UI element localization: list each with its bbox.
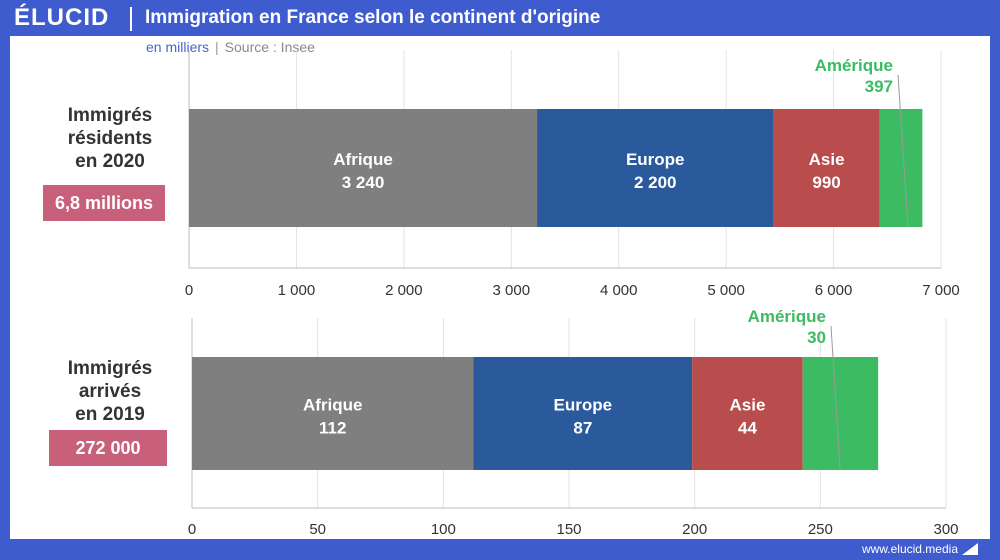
- bar-value-label: 44: [738, 419, 757, 438]
- bar-category-label: Europe: [554, 396, 613, 415]
- bar-segment-afrique: [189, 109, 538, 227]
- total-badge-residents: 6,8 millions: [43, 185, 165, 221]
- x-tick-label: 50: [309, 521, 326, 538]
- x-tick-label: 7 000: [922, 282, 960, 299]
- annotation-leader-line: [830, 325, 841, 471]
- bar-value-label: 30: [807, 328, 826, 347]
- bar-segment-europe: [537, 109, 774, 227]
- subtitle-separator: |: [215, 39, 219, 55]
- footer-url-link[interactable]: www.elucid.media: [861, 542, 958, 556]
- bar-value-label: 990: [812, 173, 840, 192]
- bar-category-label: Europe: [626, 150, 685, 169]
- bar-value-label: 2 200: [634, 173, 677, 192]
- x-tick-label: 5 000: [707, 282, 745, 299]
- brand-mark-icon: [962, 543, 978, 555]
- x-tick-label: 4 000: [600, 282, 638, 299]
- x-tick-label: 300: [933, 521, 958, 538]
- chart-subtitle: en milliers | Source : Insee: [146, 39, 315, 55]
- bar-segment-europe: [473, 357, 693, 470]
- bar-category-label: Amérique: [748, 307, 826, 326]
- row-label-line: en 2019: [75, 404, 145, 425]
- x-tick-label: 100: [431, 521, 456, 538]
- bar-category-label: Asie: [729, 396, 765, 415]
- bar-category-label: Asie: [809, 150, 845, 169]
- bar-value-label: 3 240: [342, 173, 385, 192]
- annotation-leader-line: [897, 74, 909, 228]
- bar-category-label: Afrique: [303, 396, 363, 415]
- bar-segment-afrique: [192, 357, 474, 470]
- x-tick-label: 0: [188, 521, 196, 538]
- header-bar: ÉLUCID Immigration en France selon le co…: [0, 0, 1000, 36]
- row-label-arrivals: Immigrés arrivés en 2019: [40, 357, 180, 426]
- x-tick-label: 250: [808, 521, 833, 538]
- row-label-residents: Immigrés résidents en 2020: [40, 104, 180, 173]
- footer-bar: www.elucid.media: [0, 539, 1000, 560]
- bar-segment-amerique: [802, 357, 879, 470]
- x-tick-label: 150: [556, 521, 581, 538]
- row-label-line: Immigrés: [67, 105, 153, 126]
- unit-note: en milliers: [146, 39, 210, 55]
- x-tick-label: 200: [682, 521, 707, 538]
- total-badge-arrivals: 272 000: [49, 430, 167, 466]
- x-tick-label: 0: [185, 282, 193, 299]
- x-tick-label: 2 000: [385, 282, 423, 299]
- row-label-line: en 2020: [75, 151, 145, 172]
- x-tick-label: 3 000: [493, 282, 531, 299]
- bar-segment-asie: [692, 357, 803, 470]
- row-label-line: résidents: [67, 128, 153, 149]
- bar-value-label: 112: [319, 419, 346, 438]
- bar-category-label: Afrique: [333, 150, 393, 169]
- page-title: Immigration en France selon le continent…: [145, 7, 601, 28]
- x-tick-label: 6 000: [815, 282, 853, 299]
- source-note: Source : Insee: [224, 39, 315, 55]
- bar-segment-asie: [773, 109, 880, 227]
- header-divider: [130, 7, 132, 31]
- x-tick-label: 1 000: [278, 282, 316, 299]
- bar-value-label: 87: [573, 419, 592, 438]
- row-label-line: arrivés: [78, 381, 142, 402]
- row-label-line: Immigrés: [67, 358, 153, 379]
- elucid-logo[interactable]: ÉLUCID: [14, 4, 110, 31]
- bar-value-label: 397: [865, 77, 893, 96]
- bar-category-label: Amérique: [815, 56, 893, 75]
